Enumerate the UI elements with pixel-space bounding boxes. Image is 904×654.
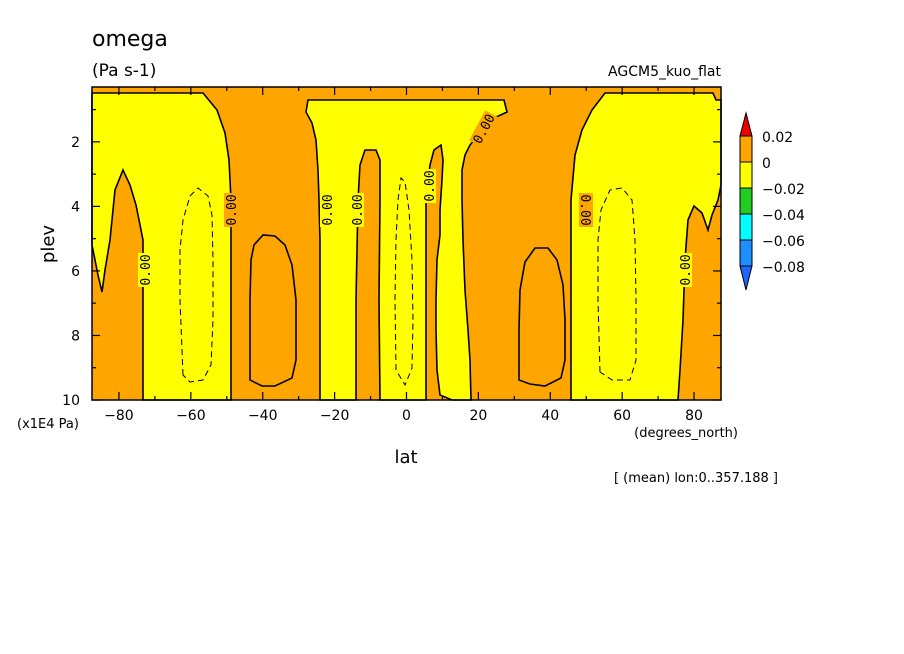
x-tick-label: −60 xyxy=(176,408,206,424)
colorbar-swatch xyxy=(739,239,753,267)
dashed-contour-eq xyxy=(394,176,414,387)
axis-tick-labels: −80 −60 −40 −20 0 20 40 60 80 2 4 6 8 10 xyxy=(62,135,703,424)
x-tick-label: −40 xyxy=(248,408,278,424)
region-nh-polar-negative xyxy=(570,92,722,401)
mean-annotation: [ (mean) lon:0..357.188 ] xyxy=(614,471,778,486)
experiment-label: AGCM5_kuo_flat xyxy=(608,64,721,80)
x-tick-label: −80 xyxy=(104,408,134,424)
colorbar-label: 0.02 xyxy=(762,130,793,146)
colorbar-top-arrow xyxy=(739,111,753,137)
contour-label: 0.00 xyxy=(679,254,694,285)
colorbar-label: 0 xyxy=(762,156,771,172)
dashed-contour-nh xyxy=(597,187,637,381)
y-tick-label: 2 xyxy=(71,135,80,151)
positive-blob-nh xyxy=(518,247,566,387)
contour-label: 0.00 xyxy=(225,194,240,225)
x-tick-label: 80 xyxy=(685,408,703,424)
x-tick-label: 40 xyxy=(541,408,559,424)
region-sh-polar-negative xyxy=(91,92,232,401)
colorbar-label: −0.04 xyxy=(762,208,805,224)
units-label: (Pa s-1) xyxy=(92,61,156,81)
colorbar-swatch xyxy=(739,213,753,241)
colorbar-swatch xyxy=(739,161,753,189)
colorbar-bottom-arrow xyxy=(739,265,753,291)
plot-area: 0.00 0.00 0.00 0.00 0.00 0.00 0.00 0.00 … xyxy=(62,86,722,424)
x-unit-label: (degrees_north) xyxy=(634,426,738,441)
colorbar-swatch xyxy=(739,135,753,163)
y-tick-label: 4 xyxy=(71,199,80,215)
y-scale-note: (x1E4 Pa) xyxy=(17,417,79,432)
region-sh-mid-negative xyxy=(305,99,508,401)
contour-label: 0.00 xyxy=(139,254,154,285)
y-tick-label: 10 xyxy=(62,393,80,409)
x-axis-label: lat xyxy=(394,447,417,468)
contour-label: 0.00 xyxy=(351,194,366,225)
contour-labels: 0.00 0.00 0.00 0.00 0.00 0.00 0.00 0.00 xyxy=(138,110,694,287)
colorbar-label: −0.08 xyxy=(762,260,805,276)
title: omega xyxy=(92,27,168,52)
y-tick-label: 6 xyxy=(71,264,80,280)
y-tick-label: 8 xyxy=(71,328,80,344)
contour-label: 0.00 xyxy=(577,194,592,225)
x-tick-label: 60 xyxy=(613,408,631,424)
axis-ticks xyxy=(92,87,721,401)
x-tick-label: 0 xyxy=(402,408,411,424)
x-tick-label: −20 xyxy=(320,408,350,424)
colorbar: 0.02 0 −0.02 −0.04 −0.06 −0.08 xyxy=(739,111,805,291)
positive-blob-sh xyxy=(249,234,297,387)
dashed-contour-sh xyxy=(179,187,214,383)
contour-label: 0.00 xyxy=(423,170,438,201)
colorbar-label: −0.02 xyxy=(762,182,805,198)
colorbar-label: −0.06 xyxy=(762,234,805,250)
x-tick-label: 20 xyxy=(469,408,487,424)
contour-label: 0.00 xyxy=(321,194,336,225)
y-axis-label: plev xyxy=(38,225,59,264)
colorbar-swatch xyxy=(739,187,753,215)
